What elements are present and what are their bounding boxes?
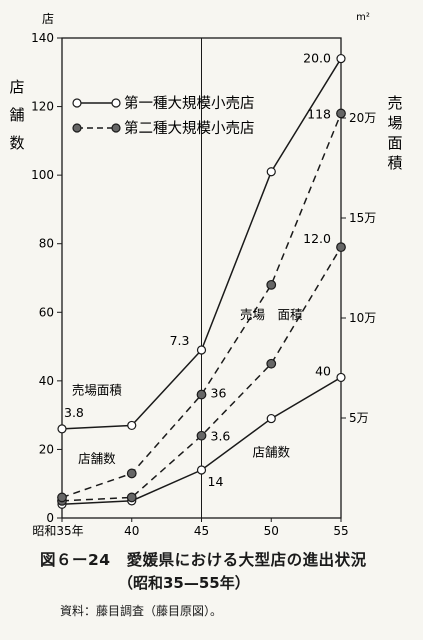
data-annotation: 40 (315, 363, 331, 378)
right-axis-label-char: 売 (387, 94, 402, 112)
data-annotation: 14 (208, 474, 224, 489)
figure-caption-period: （昭和35—55年） (118, 574, 250, 592)
data-point (196, 389, 207, 400)
x-tick-label: 昭和35年 (32, 524, 83, 538)
data-point (196, 430, 207, 441)
data-point (336, 108, 346, 119)
x-tick-label: 40 (124, 524, 139, 538)
series-line (61, 113, 342, 499)
left-tick-label: 20 (39, 442, 54, 456)
legend-marker (72, 98, 82, 108)
left-tick-label: 60 (39, 305, 54, 319)
left-axis-label-char: 舗 (9, 106, 24, 124)
data-point (57, 424, 67, 434)
right-axis-label-char: 場 (387, 114, 402, 132)
data-annotation: 118 (307, 106, 331, 121)
data-annotation: 3.8 (64, 405, 84, 420)
chart: 020406080100120140店店舗数5万10万15万20万m²売場面積昭… (9, 12, 402, 538)
data-point (336, 53, 346, 64)
right-axis-label-char: 積 (387, 154, 402, 172)
right-tick-label: 5万 (349, 411, 369, 425)
figure-source: 資料：藤目調査（藤目原図）。 (60, 604, 223, 618)
data-annotation: 店舗数 (252, 444, 290, 459)
right-axis-unit: m² (356, 12, 370, 23)
data-annotation: 7.3 (170, 333, 190, 348)
data-point (196, 465, 207, 475)
data-point (336, 242, 346, 253)
data-point (266, 358, 277, 369)
data-annotation: 12.0 (303, 231, 331, 246)
legend-label: 第二種大規模小売店 (124, 119, 255, 137)
left-tick-label: 80 (39, 237, 54, 251)
right-tick-label: 15万 (349, 211, 376, 225)
data-point (127, 420, 137, 431)
left-tick-label: 120 (31, 100, 54, 114)
data-annotation: 売場面積 (72, 383, 123, 398)
data-point (266, 167, 276, 177)
legend-label: 第一種大規模小売店 (124, 94, 255, 112)
data-annotation: 3.6 (211, 429, 231, 444)
data-point (126, 492, 137, 503)
data-point (57, 492, 67, 503)
x-tick-label: 45 (194, 524, 209, 538)
left-axis-label-char: 店 (9, 78, 24, 96)
left-axis-unit: 店 (42, 12, 54, 26)
legend-marker (111, 98, 121, 108)
legend-marker (111, 123, 121, 133)
left-tick-label: 40 (39, 374, 54, 388)
right-axis-label-char: 面 (387, 134, 402, 152)
left-axis-label-char: 数 (9, 134, 24, 152)
legend-marker (72, 123, 82, 133)
data-point (266, 413, 276, 424)
data-point (196, 345, 207, 355)
right-tick-label: 10万 (349, 311, 376, 325)
left-tick-label: 100 (31, 168, 54, 182)
data-point (126, 468, 137, 479)
x-tick-label: 50 (264, 524, 279, 538)
x-tick-label: 55 (333, 524, 348, 538)
data-annotation: 36 (211, 386, 227, 401)
data-point (266, 279, 277, 290)
left-tick-label: 0 (46, 511, 54, 525)
data-annotation: 売場 面積 (240, 307, 303, 322)
data-annotation: 店舗数 (78, 451, 116, 466)
left-tick-label: 140 (31, 31, 54, 45)
figure-caption: 図６ー24 愛媛県における大型店の進出状況 (40, 551, 367, 569)
data-point (336, 372, 346, 383)
data-annotation: 20.0 (303, 51, 331, 66)
right-tick-label: 20万 (349, 111, 376, 125)
